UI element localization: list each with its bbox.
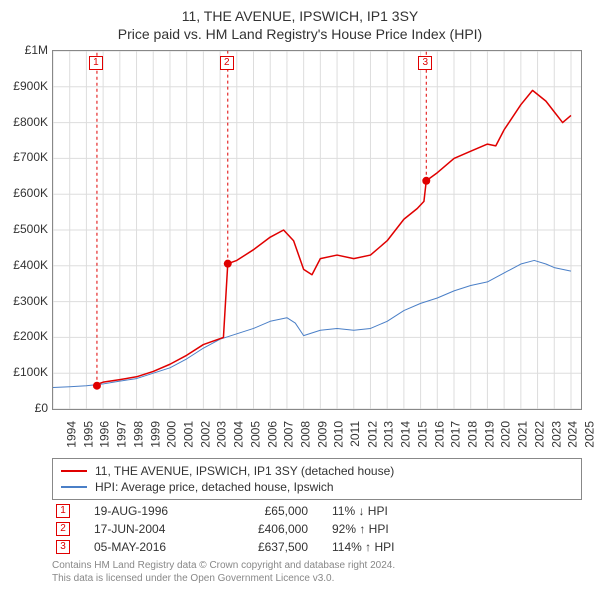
legend: 11, THE AVENUE, IPSWICH, IP1 3SY (detach… <box>52 458 582 500</box>
sale-date: 05-MAY-2016 <box>94 540 204 554</box>
y-axis-label: £900K <box>0 79 48 93</box>
x-axis-label: 2006 <box>265 421 279 448</box>
sale-date: 17-JUN-2004 <box>94 522 204 536</box>
x-axis-label: 2010 <box>332 421 346 448</box>
footer-line-1: Contains HM Land Registry data © Crown c… <box>52 560 582 573</box>
sale-marker-1: 1 <box>89 56 103 70</box>
x-axis-label: 1997 <box>115 421 129 448</box>
x-axis-label: 2021 <box>516 421 530 448</box>
x-axis-label: 2009 <box>315 421 329 448</box>
x-axis-label: 2013 <box>382 421 396 448</box>
sales-table: 1 19-AUG-1996 £65,000 11% ↓ HPI 2 17-JUN-2004… <box>52 502 582 556</box>
x-axis-label: 2011 <box>348 421 362 447</box>
x-axis-label: 2004 <box>232 421 246 448</box>
legend-label: 11, THE AVENUE, IPSWICH, IP1 3SY (detach… <box>95 464 394 478</box>
y-axis-label: £300K <box>0 294 48 308</box>
legend-row: HPI: Average price, detached house, Ipsw… <box>61 479 573 495</box>
legend-label: HPI: Average price, detached house, Ipsw… <box>95 480 334 494</box>
sale-row: 3 05-MAY-2016 £637,500 114% ↑ HPI <box>52 538 582 556</box>
legend-swatch <box>61 486 87 488</box>
x-axis-label: 2003 <box>215 421 229 448</box>
x-axis-label: 2002 <box>198 421 212 448</box>
x-axis-label: 2007 <box>282 421 296 448</box>
y-axis-label: £500K <box>0 222 48 236</box>
sale-delta: 11% ↓ HPI <box>332 504 432 518</box>
x-axis-label: 2008 <box>299 421 313 448</box>
y-axis-label: £0 <box>0 401 48 415</box>
x-axis-label: 2019 <box>482 421 496 448</box>
chart-title-address: 11, THE AVENUE, IPSWICH, IP1 3SY <box>0 0 600 24</box>
y-axis-label: £600K <box>0 186 48 200</box>
sale-marker-2: 2 <box>220 56 234 70</box>
y-axis-label: £800K <box>0 115 48 129</box>
x-axis-label: 2024 <box>566 421 580 448</box>
sale-row-marker: 2 <box>56 522 70 536</box>
x-axis-label: 2022 <box>533 421 547 448</box>
sale-marker-3: 3 <box>418 56 432 70</box>
chart-title-sub: Price paid vs. HM Land Registry's House … <box>0 24 600 48</box>
x-axis-label: 1995 <box>81 421 95 448</box>
y-axis-label: £200K <box>0 329 48 343</box>
sale-price: £637,500 <box>228 540 308 554</box>
y-axis-label: £700K <box>0 150 48 164</box>
sale-row-marker: 3 <box>56 540 70 554</box>
x-axis-label: 2025 <box>583 421 597 448</box>
x-axis-label: 2023 <box>549 421 563 448</box>
y-axis-label: £100K <box>0 365 48 379</box>
sale-delta: 114% ↑ HPI <box>332 540 432 554</box>
x-axis-label: 2000 <box>165 421 179 448</box>
x-axis-label: 2001 <box>182 421 196 448</box>
x-axis-label: 1996 <box>98 421 112 448</box>
x-axis-label: 2014 <box>399 421 413 448</box>
x-axis-label: 2020 <box>499 421 513 448</box>
y-axis-label: £1M <box>0 43 48 57</box>
sale-delta: 92% ↑ HPI <box>332 522 432 536</box>
figure: 11, THE AVENUE, IPSWICH, IP1 3SY Price p… <box>0 0 600 590</box>
sale-row: 2 17-JUN-2004 £406,000 92% ↑ HPI <box>52 520 582 538</box>
footer-line-2: This data is licensed under the Open Gov… <box>52 573 582 586</box>
sale-date: 19-AUG-1996 <box>94 504 204 518</box>
plot-area <box>52 50 582 410</box>
chart-svg <box>53 51 581 409</box>
legend-row: 11, THE AVENUE, IPSWICH, IP1 3SY (detach… <box>61 463 573 479</box>
x-axis-label: 1998 <box>132 421 146 448</box>
sale-price: £65,000 <box>228 504 308 518</box>
sale-row: 1 19-AUG-1996 £65,000 11% ↓ HPI <box>52 502 582 520</box>
x-axis-label: 2015 <box>416 421 430 448</box>
x-axis-label: 2012 <box>365 421 379 448</box>
sale-price: £406,000 <box>228 522 308 536</box>
x-axis-label: 1994 <box>65 421 79 448</box>
x-axis-label: 2018 <box>466 421 480 448</box>
attribution-footer: Contains HM Land Registry data © Crown c… <box>52 560 582 585</box>
x-axis-label: 2005 <box>249 421 263 448</box>
x-axis-label: 1999 <box>148 421 162 448</box>
y-axis-label: £400K <box>0 258 48 272</box>
x-axis-label: 2017 <box>449 421 463 448</box>
x-axis-label: 2016 <box>432 421 446 448</box>
legend-swatch <box>61 470 87 472</box>
sale-row-marker: 1 <box>56 504 70 518</box>
